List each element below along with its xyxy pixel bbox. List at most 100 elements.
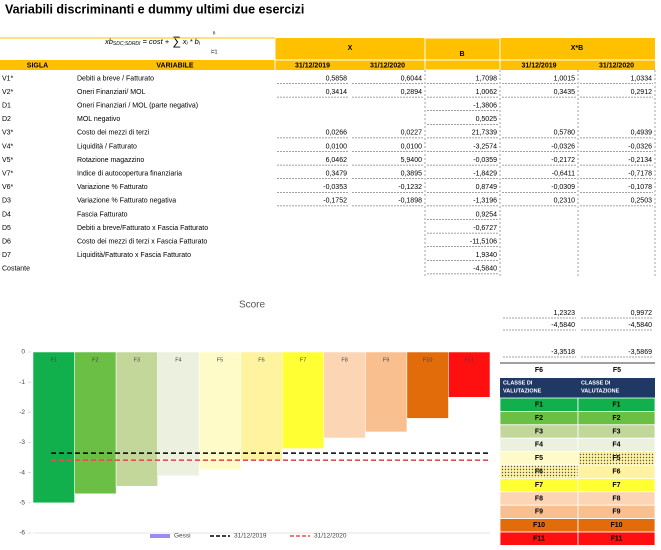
cell-value: 1,9340 <box>476 252 498 259</box>
code: V4* <box>2 143 14 150</box>
class-label: F8 <box>535 495 543 502</box>
class-header <box>500 378 655 398</box>
code: D5 <box>2 225 11 232</box>
cell-value: 0,0100 <box>326 143 348 150</box>
class-label: F3 <box>535 428 543 435</box>
chart-title: Score <box>239 300 266 311</box>
cell-value: 0,6044 <box>401 75 423 82</box>
class-label: F2 <box>535 415 543 422</box>
class-label: F11 <box>533 536 545 543</box>
cell-value: 0,2912 <box>631 89 653 96</box>
code: V6* <box>2 184 14 191</box>
x-category-label: F1 <box>51 357 57 363</box>
variable-name: Rotazione magazzino <box>77 157 144 164</box>
cell-value: -0,2172 <box>551 157 575 164</box>
class-label: F10 <box>533 522 545 529</box>
y-tick-label: -6 <box>19 530 25 537</box>
class-label: F1 <box>612 402 620 409</box>
cell-value: 1,0334 <box>631 75 653 82</box>
column-header: 31/12/2019 <box>295 62 330 69</box>
variable-name: Liquidità/Fatturato x Fascia Fatturato <box>77 252 191 259</box>
code: D6 <box>2 239 11 246</box>
bar <box>406 351 449 419</box>
x-category-label: F8 <box>341 357 347 363</box>
score-value: -3,3518 <box>551 349 575 356</box>
legend-label: Gessi <box>174 533 191 540</box>
x-category-label: F6 <box>258 357 264 363</box>
cell-value: 1,7098 <box>476 75 498 82</box>
formula-bottom: i=1 <box>211 49 218 55</box>
y-tick-label: -4 <box>19 469 25 476</box>
b-header <box>424 37 501 71</box>
cell-value: 0,5025 <box>476 116 498 123</box>
class-cell <box>577 531 656 546</box>
sheet-title: Variabili discriminanti e dummy ultimi d… <box>5 2 304 16</box>
cell-value: 1,0015 <box>554 75 576 82</box>
x-category-label: F2 <box>92 357 98 363</box>
variable-name: Fascia Fatturato <box>77 211 128 218</box>
cell-value: 0,3895 <box>401 171 423 178</box>
class-label: F10 <box>610 522 622 529</box>
cell-value: -0,1898 <box>398 198 422 205</box>
class-header-text: VALUTAZIONE <box>503 388 542 394</box>
cell-value: -1,3806 <box>473 103 497 110</box>
column-header: 31/12/2019 <box>521 62 556 69</box>
code: Costante <box>2 266 30 273</box>
cell-value: 6,0462 <box>326 157 348 164</box>
y-tick-label: -5 <box>19 500 25 507</box>
variable-name: MOL negativo <box>77 116 120 123</box>
column-header: SIGLA <box>27 62 48 69</box>
cell-value: -0,0359 <box>473 157 497 164</box>
cell-value: -0,0353 <box>323 184 347 191</box>
class-label: F2 <box>612 415 620 422</box>
bar <box>448 351 491 398</box>
cell-value: 5,9400 <box>401 157 423 164</box>
legend-swatch <box>150 534 170 538</box>
cell-value: -0,1752 <box>323 198 347 205</box>
variable-name: Oneri Finanziari / MOL (parte negativa) <box>77 103 198 110</box>
cell-value: 0,8749 <box>476 184 498 191</box>
cell-value: -0,7178 <box>628 171 652 178</box>
cell-value: 21,7339 <box>472 130 497 137</box>
cell-value: 0,4939 <box>631 130 653 137</box>
score-value: -3,5869 <box>628 349 652 356</box>
x-category-label: F4 <box>175 357 181 363</box>
group-header: X <box>348 45 353 52</box>
cell-value: -0,2134 <box>628 157 652 164</box>
y-tick-label: -2 <box>19 409 25 416</box>
class-label: F9 <box>535 509 543 516</box>
legend-label: 31/12/2020 <box>314 533 347 540</box>
class-label: F4 <box>612 442 620 449</box>
variable-name: Debiti a breve/Fatturato x Fascia Fattur… <box>77 225 208 232</box>
cell-value: -0,0326 <box>628 143 652 150</box>
cell-value: -0,6727 <box>473 225 497 232</box>
code: D1 <box>2 103 11 110</box>
score-value: -4,5840 <box>551 322 575 329</box>
cell-value: -1,8429 <box>473 171 497 178</box>
cell-value: 0,5780 <box>554 130 576 137</box>
cell-value: 0,3479 <box>326 171 348 178</box>
class-label: F6 <box>612 469 620 476</box>
formula: xbSDC;SDRDI = cost + ∑ xi * bi <box>104 34 201 48</box>
cell-value: -0,6411 <box>552 171 575 178</box>
score-value: 1,2323 <box>554 310 576 317</box>
x-category-label: F7 <box>300 357 306 363</box>
code: V5* <box>2 157 14 164</box>
class-label: F8 <box>612 495 620 502</box>
bar <box>323 351 366 439</box>
y-tick-label: -3 <box>19 439 25 446</box>
class-label: F5 <box>612 455 620 462</box>
column-header: 31/12/2020 <box>599 62 634 69</box>
cell-value: 0,2503 <box>631 198 653 205</box>
rating: F5 <box>613 367 621 374</box>
cell-value: 0,0266 <box>326 130 348 137</box>
code: D3 <box>2 198 11 205</box>
y-tick-label: -1 <box>19 379 25 386</box>
class-label: F1 <box>535 402 543 409</box>
code: D7 <box>2 252 11 259</box>
y-tick-label: 0 <box>21 349 25 356</box>
header-band <box>0 60 275 70</box>
code: D4 <box>2 211 11 218</box>
bar <box>157 351 200 476</box>
